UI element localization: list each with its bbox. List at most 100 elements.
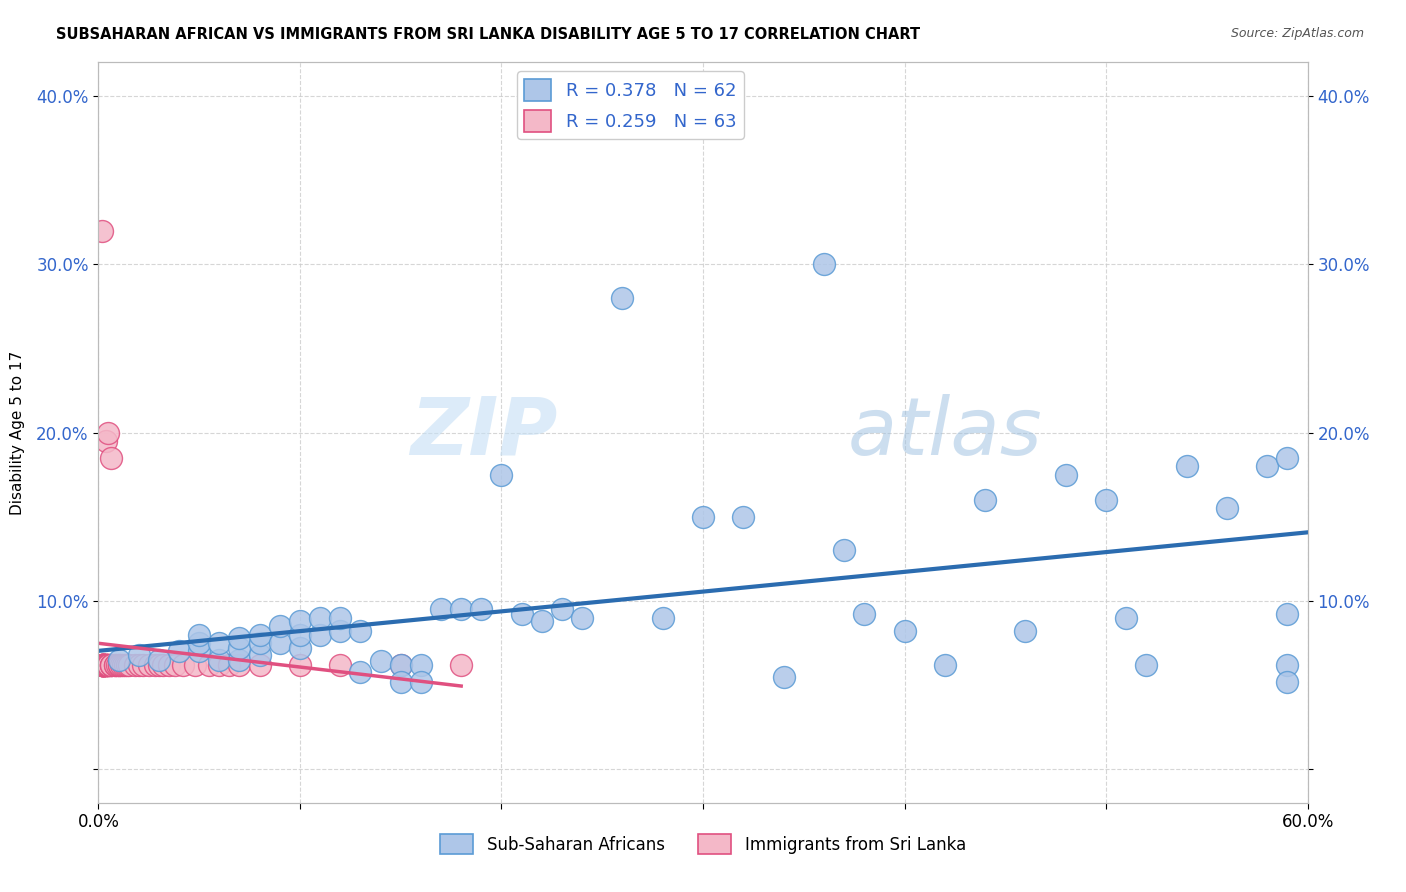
Point — [115, 657, 138, 672]
Point — [651, 610, 673, 624]
Point — [530, 614, 553, 628]
Point — [288, 640, 311, 655]
Point — [329, 624, 352, 639]
Point — [349, 665, 371, 679]
Point — [93, 657, 115, 672]
Point — [91, 657, 114, 672]
Point — [208, 636, 231, 650]
Point — [329, 657, 352, 672]
Point — [96, 657, 118, 672]
Point — [450, 657, 472, 672]
Point — [1277, 657, 1299, 672]
Point — [288, 627, 311, 641]
Point — [1277, 450, 1299, 465]
Point — [91, 657, 114, 672]
Point — [228, 631, 250, 645]
Point — [96, 657, 118, 672]
Point — [97, 657, 120, 672]
Point — [813, 257, 835, 271]
Point — [96, 657, 118, 672]
Point — [184, 657, 207, 672]
Point — [111, 657, 134, 672]
Point — [349, 624, 371, 639]
Point — [249, 627, 271, 641]
Point — [96, 657, 118, 672]
Point — [288, 657, 311, 672]
Point — [91, 657, 114, 672]
Point — [93, 657, 115, 672]
Point — [571, 610, 593, 624]
Point — [97, 425, 120, 440]
Point — [138, 657, 160, 672]
Legend: Sub-Saharan Africans, Immigrants from Sri Lanka: Sub-Saharan Africans, Immigrants from Sr… — [433, 828, 973, 861]
Point — [128, 657, 150, 672]
Point — [110, 657, 132, 672]
Point — [91, 224, 114, 238]
Point — [510, 607, 533, 622]
Point — [1014, 624, 1036, 639]
Point — [370, 655, 392, 669]
Point — [249, 648, 271, 662]
Point — [107, 653, 129, 667]
Point — [100, 450, 122, 465]
Point — [91, 657, 114, 672]
Point — [163, 657, 186, 672]
Point — [228, 640, 250, 655]
Point — [128, 648, 150, 662]
Point — [91, 657, 114, 672]
Point — [132, 657, 155, 672]
Point — [167, 644, 190, 658]
Point — [91, 657, 114, 672]
Point — [832, 543, 855, 558]
Point — [188, 627, 211, 641]
Point — [103, 657, 125, 672]
Point — [152, 657, 174, 672]
Point — [188, 636, 211, 650]
Point — [96, 434, 118, 448]
Point — [91, 657, 114, 672]
Point — [1256, 459, 1278, 474]
Point — [733, 509, 755, 524]
Point — [612, 291, 634, 305]
Point — [853, 607, 876, 622]
Point — [772, 670, 794, 684]
Y-axis label: Disability Age 5 to 17: Disability Age 5 to 17 — [10, 351, 25, 515]
Point — [692, 509, 714, 524]
Point — [118, 657, 141, 672]
Point — [1175, 459, 1198, 474]
Point — [934, 657, 956, 672]
Text: atlas: atlas — [848, 393, 1043, 472]
Point — [1095, 492, 1118, 507]
Point — [188, 644, 211, 658]
Point — [218, 657, 240, 672]
Point — [93, 657, 115, 672]
Point — [409, 657, 432, 672]
Point — [269, 636, 291, 650]
Point — [470, 602, 492, 616]
Point — [93, 657, 115, 672]
Point — [124, 657, 146, 672]
Point — [100, 657, 122, 672]
Point — [93, 657, 115, 672]
Point — [208, 653, 231, 667]
Point — [551, 602, 574, 616]
Point — [157, 657, 180, 672]
Point — [228, 653, 250, 667]
Point — [450, 602, 472, 616]
Point — [93, 657, 115, 672]
Point — [249, 636, 271, 650]
Text: Source: ZipAtlas.com: Source: ZipAtlas.com — [1230, 27, 1364, 40]
Point — [1115, 610, 1137, 624]
Point — [93, 657, 115, 672]
Point — [91, 657, 114, 672]
Point — [143, 657, 166, 672]
Point — [269, 619, 291, 633]
Point — [114, 657, 136, 672]
Point — [91, 657, 114, 672]
Point — [97, 657, 120, 672]
Point — [389, 657, 412, 672]
Point — [97, 657, 120, 672]
Point — [93, 657, 115, 672]
Point — [93, 657, 115, 672]
Point — [96, 657, 118, 672]
